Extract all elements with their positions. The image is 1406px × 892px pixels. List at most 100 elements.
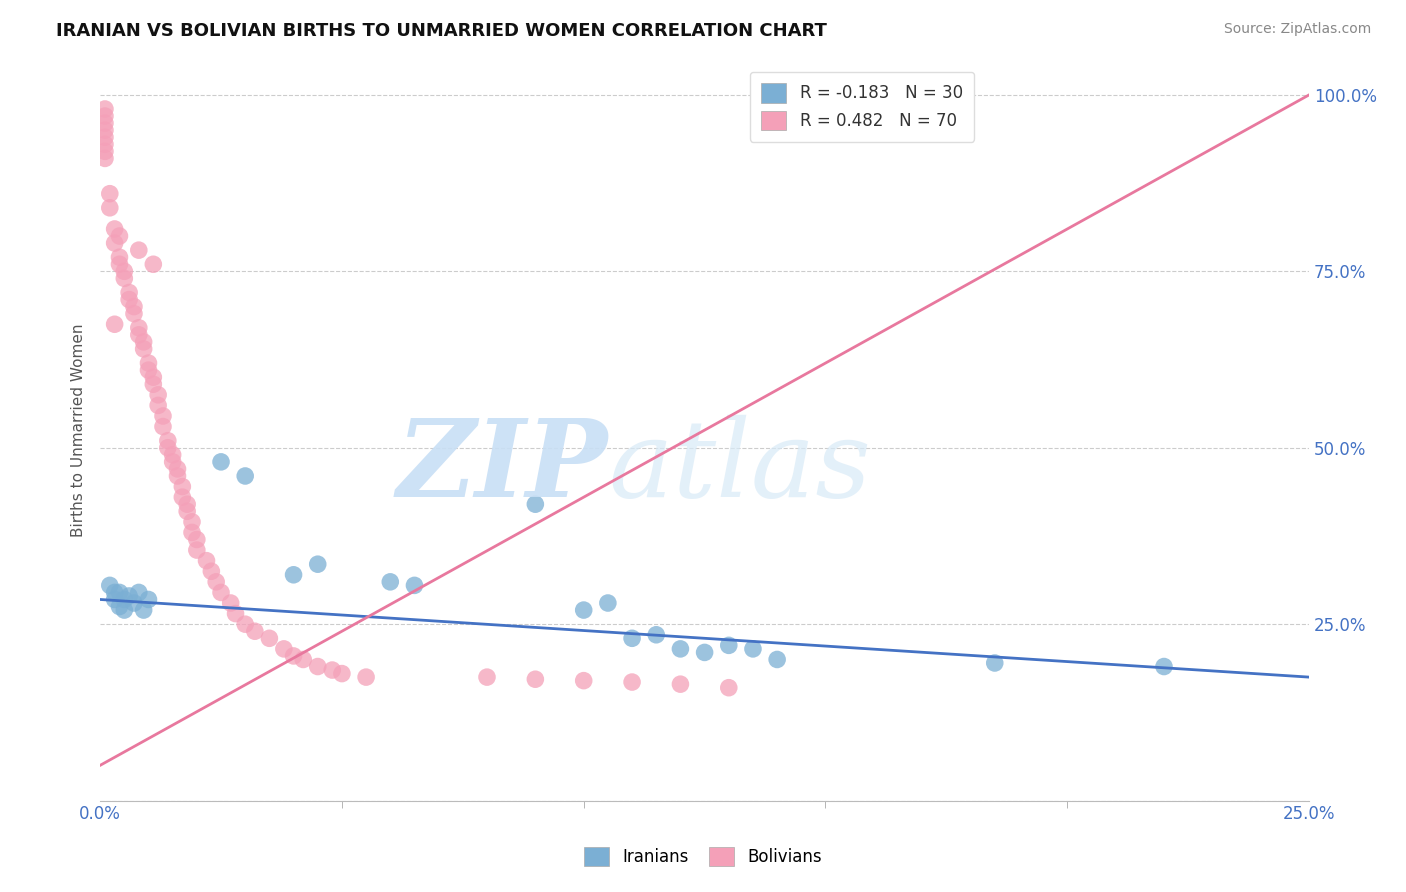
Point bbox=[181, 515, 204, 529]
Point bbox=[152, 409, 174, 423]
Point bbox=[621, 675, 644, 690]
Point bbox=[94, 116, 117, 130]
Point bbox=[766, 652, 789, 666]
Point bbox=[108, 585, 131, 599]
Point bbox=[98, 186, 121, 201]
Point bbox=[118, 293, 141, 307]
Point bbox=[108, 599, 131, 614]
Point bbox=[205, 574, 228, 589]
Point bbox=[98, 578, 121, 592]
Point bbox=[307, 659, 329, 673]
Point bbox=[186, 543, 208, 558]
Point bbox=[195, 554, 218, 568]
Point bbox=[283, 648, 305, 663]
Point bbox=[176, 497, 198, 511]
Y-axis label: Births to Unmarried Women: Births to Unmarried Women bbox=[72, 324, 86, 537]
Point bbox=[104, 236, 127, 251]
Point bbox=[233, 617, 256, 632]
Point bbox=[156, 434, 179, 448]
Point bbox=[176, 504, 198, 518]
Text: ZIP: ZIP bbox=[396, 414, 607, 520]
Point bbox=[94, 109, 117, 123]
Point bbox=[404, 578, 426, 592]
Point bbox=[380, 574, 402, 589]
Point bbox=[621, 632, 644, 646]
Point bbox=[94, 130, 117, 145]
Point bbox=[138, 592, 160, 607]
Point bbox=[128, 327, 150, 342]
Point bbox=[181, 525, 204, 540]
Point bbox=[209, 585, 232, 599]
Text: atlas: atlas bbox=[607, 415, 870, 520]
Point bbox=[128, 320, 150, 334]
Point bbox=[104, 222, 127, 236]
Point bbox=[138, 363, 160, 377]
Point bbox=[118, 285, 141, 300]
Point bbox=[132, 603, 155, 617]
Point bbox=[166, 462, 188, 476]
Legend: Iranians, Bolivians: Iranians, Bolivians bbox=[576, 838, 830, 875]
Point bbox=[172, 479, 194, 493]
Point bbox=[1153, 659, 1175, 673]
Point bbox=[104, 585, 127, 599]
Point bbox=[742, 641, 765, 656]
Point bbox=[693, 645, 716, 659]
Point bbox=[475, 670, 498, 684]
Point bbox=[94, 102, 117, 116]
Point bbox=[596, 596, 619, 610]
Point bbox=[122, 596, 145, 610]
Point bbox=[209, 455, 232, 469]
Legend: R = -0.183   N = 30, R = 0.482   N = 70: R = -0.183 N = 30, R = 0.482 N = 70 bbox=[749, 71, 974, 142]
Point bbox=[162, 455, 184, 469]
Point bbox=[108, 257, 131, 271]
Point bbox=[122, 307, 145, 321]
Point bbox=[122, 300, 145, 314]
Point bbox=[152, 419, 174, 434]
Point bbox=[146, 388, 169, 402]
Point bbox=[243, 624, 266, 639]
Point bbox=[156, 441, 179, 455]
Text: Source: ZipAtlas.com: Source: ZipAtlas.com bbox=[1223, 22, 1371, 37]
Point bbox=[219, 596, 242, 610]
Point bbox=[162, 448, 184, 462]
Point bbox=[307, 558, 329, 572]
Point bbox=[172, 490, 194, 504]
Point bbox=[108, 250, 131, 264]
Point bbox=[112, 271, 135, 285]
Point bbox=[669, 641, 692, 656]
Point bbox=[138, 356, 160, 370]
Point bbox=[142, 257, 165, 271]
Point bbox=[321, 663, 343, 677]
Point bbox=[717, 681, 740, 695]
Point bbox=[142, 377, 165, 392]
Point bbox=[283, 567, 305, 582]
Point bbox=[94, 145, 117, 159]
Point bbox=[166, 469, 188, 483]
Point bbox=[108, 229, 131, 244]
Point bbox=[94, 152, 117, 166]
Point bbox=[354, 670, 377, 684]
Point bbox=[292, 652, 315, 666]
Point bbox=[112, 603, 135, 617]
Point bbox=[128, 243, 150, 257]
Point bbox=[104, 592, 127, 607]
Point bbox=[259, 632, 281, 646]
Point bbox=[669, 677, 692, 691]
Point bbox=[186, 533, 208, 547]
Point bbox=[524, 672, 547, 686]
Point bbox=[94, 123, 117, 137]
Point bbox=[273, 641, 295, 656]
Point bbox=[233, 469, 256, 483]
Text: IRANIAN VS BOLIVIAN BIRTHS TO UNMARRIED WOMEN CORRELATION CHART: IRANIAN VS BOLIVIAN BIRTHS TO UNMARRIED … bbox=[56, 22, 827, 40]
Point bbox=[98, 201, 121, 215]
Point bbox=[524, 497, 547, 511]
Point bbox=[112, 264, 135, 278]
Point bbox=[645, 628, 668, 642]
Point bbox=[132, 342, 155, 356]
Point bbox=[142, 370, 165, 384]
Point bbox=[717, 638, 740, 652]
Point bbox=[128, 585, 150, 599]
Point bbox=[94, 137, 117, 152]
Point bbox=[225, 607, 247, 621]
Point bbox=[146, 398, 169, 412]
